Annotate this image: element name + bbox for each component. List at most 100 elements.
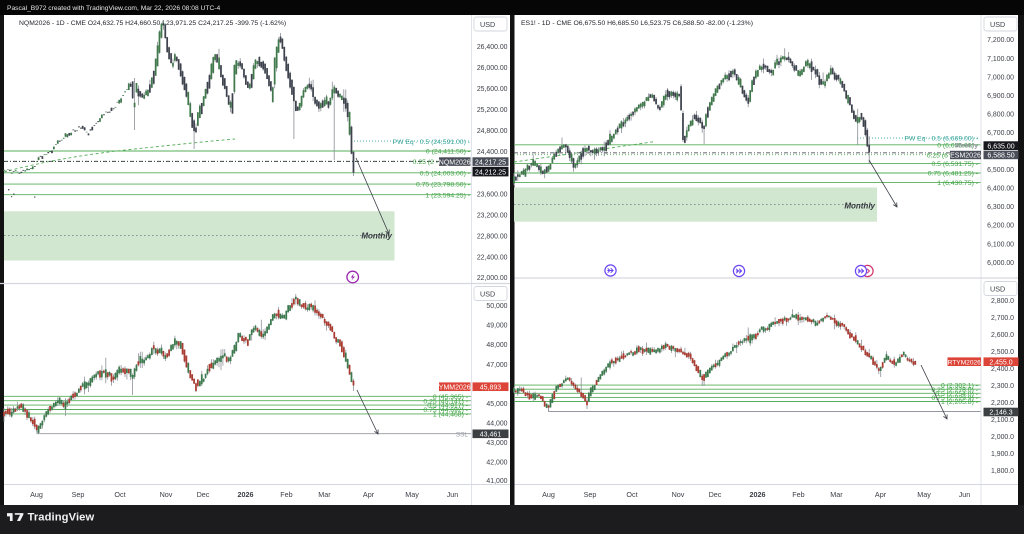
- svg-text:Jun: Jun: [447, 490, 459, 499]
- svg-text:ES1! - 1D - CME O6,675.50 H6: ES1! - 1D - CME O6,675.50 H6,685.50 L6,5…: [521, 20, 753, 27]
- svg-text:2,700.0: 2,700.0: [991, 315, 1014, 322]
- svg-text:2,500.0: 2,500.0: [991, 349, 1014, 356]
- svg-text:Apr: Apr: [875, 490, 887, 499]
- svg-text:ESM2026: ESM2026: [950, 153, 981, 160]
- svg-text:1 (2,205.8) -: 1 (2,205.8) -: [941, 399, 978, 406]
- svg-text:PW Eq · 0.5 (6,669.00) -: PW Eq · 0.5 (6,669.00) -: [904, 136, 978, 143]
- svg-text:26,400.00: 26,400.00: [477, 44, 508, 51]
- svg-text:22,800.00: 22,800.00: [477, 233, 508, 240]
- svg-text:Weekly: Weekly: [955, 142, 979, 149]
- svg-text:50,000: 50,000: [486, 303, 507, 310]
- svg-text:RTYM2026: RTYM2026: [948, 359, 982, 366]
- svg-text:7,100.00: 7,100.00: [987, 56, 1014, 63]
- svg-text:Feb: Feb: [792, 490, 804, 499]
- svg-text:2,455.0: 2,455.0: [989, 359, 1012, 366]
- svg-text:22,000.00: 22,000.00: [477, 275, 508, 282]
- svg-text:45,000: 45,000: [486, 401, 507, 408]
- svg-text:TradingView: TradingView: [28, 511, 95, 523]
- svg-text:1 (23,594.25) -: 1 (23,594.25) -: [425, 192, 470, 199]
- svg-text:43,000: 43,000: [486, 440, 507, 447]
- svg-text:Aug: Aug: [542, 490, 555, 499]
- svg-text:49,000: 49,000: [486, 323, 507, 330]
- svg-text:6,400.00: 6,400.00: [987, 186, 1014, 193]
- svg-text:1,800.0: 1,800.0: [991, 468, 1014, 475]
- svg-text:24,212.25: 24,212.25: [475, 169, 506, 176]
- svg-text:0 (45,365) -: 0 (45,365) -: [433, 394, 468, 401]
- svg-text:2,146.3: 2,146.3: [989, 410, 1012, 417]
- svg-text:Sep: Sep: [72, 490, 85, 499]
- svg-text:0.25 (2,278.0) -: 0.25 (2,278.0) -: [932, 387, 978, 394]
- svg-text:NQM2026: NQM2026: [439, 159, 471, 166]
- svg-text:0.5 (2,254.0) -: 0.5 (2,254.0) -: [935, 391, 978, 398]
- svg-text:1,900.0: 1,900.0: [991, 451, 1014, 458]
- svg-text:0.75 (23,798.50) -: 0.75 (23,798.50) -: [416, 182, 470, 189]
- svg-text:24,800.00: 24,800.00: [477, 128, 508, 135]
- svg-text:Feb: Feb: [280, 490, 292, 499]
- svg-text:25,200.00: 25,200.00: [477, 107, 508, 114]
- svg-text:USD: USD: [480, 290, 495, 299]
- svg-text:May: May: [405, 490, 419, 499]
- svg-text:Dec: Dec: [709, 490, 722, 499]
- svg-text:26,000.00: 26,000.00: [477, 65, 508, 72]
- svg-text:2,300.0: 2,300.0: [991, 383, 1014, 390]
- svg-text:Apr: Apr: [363, 490, 375, 499]
- svg-text:45,893: 45,893: [480, 384, 502, 391]
- svg-text:6,100.00: 6,100.00: [987, 241, 1014, 248]
- svg-text:0 (6,635.00) -: 0 (6,635.00) -: [937, 142, 978, 149]
- svg-text:2,800.0: 2,800.0: [991, 298, 1014, 305]
- svg-text:0.75 (2,229.9) -: 0.75 (2,229.9) -: [932, 395, 978, 402]
- svg-text:Jun: Jun: [959, 490, 971, 499]
- svg-text:1 (6,430.75) -: 1 (6,430.75) -: [937, 180, 978, 187]
- svg-text:6,200.00: 6,200.00: [987, 223, 1014, 230]
- svg-text:Monthly: Monthly: [361, 231, 392, 240]
- svg-text:May: May: [917, 490, 931, 499]
- svg-text:Oct: Oct: [626, 490, 637, 499]
- svg-text:48,000: 48,000: [486, 342, 507, 349]
- svg-text:7,000.00: 7,000.00: [987, 74, 1014, 81]
- svg-text:0 (24,411.50) -: 0 (24,411.50) -: [426, 149, 470, 156]
- svg-text:0.25 (6 -: 0.25 (6 -: [927, 152, 952, 159]
- svg-text:Mar: Mar: [318, 490, 331, 499]
- svg-text:6,800.00: 6,800.00: [987, 111, 1014, 118]
- svg-text:6,635.00: 6,635.00: [987, 143, 1014, 150]
- svg-text:Nov: Nov: [672, 490, 685, 499]
- svg-text:6,588.50: 6,588.50: [987, 153, 1014, 160]
- svg-text:0.25 (45,141) -: 0.25 (45,141) -: [423, 398, 468, 405]
- svg-text:47,000: 47,000: [486, 362, 507, 369]
- svg-text:0 (2,302.1) -: 0 (2,302.1) -: [941, 383, 978, 390]
- svg-text:PW Eq · 0.5 (24,591.00) -: PW Eq · 0.5 (24,591.00) -: [393, 139, 470, 146]
- svg-text:2,200.0: 2,200.0: [991, 400, 1014, 407]
- svg-text:2,400.0: 2,400.0: [991, 366, 1014, 373]
- svg-text:6,300.00: 6,300.00: [987, 204, 1014, 211]
- svg-text:23,600.00: 23,600.00: [477, 191, 508, 198]
- svg-text:Monthly: Monthly: [844, 201, 875, 210]
- svg-text:2,000.0: 2,000.0: [991, 434, 1014, 441]
- svg-text:Dec: Dec: [197, 490, 210, 499]
- svg-text:2,100.0: 2,100.0: [991, 417, 1014, 424]
- svg-text:Aug: Aug: [30, 490, 43, 499]
- svg-text:25,600.00: 25,600.00: [477, 86, 508, 93]
- svg-text:2,600.0: 2,600.0: [991, 332, 1014, 339]
- svg-text:43,461: 43,461: [480, 432, 502, 439]
- svg-text:22,400.00: 22,400.00: [477, 254, 508, 261]
- svg-text:0.75 (44,692) -: 0.75 (44,692) -: [423, 407, 468, 414]
- svg-text:Nov: Nov: [160, 490, 173, 499]
- svg-text:NQM2026 - 1D - CME O24,632.75: NQM2026 - 1D - CME O24,632.75 H24,660.50…: [19, 20, 286, 27]
- svg-text:SSL: SSL: [456, 431, 469, 438]
- svg-text:YMM2026: YMM2026: [439, 384, 471, 391]
- svg-text:6,000.00: 6,000.00: [987, 260, 1014, 267]
- svg-text:24,217.25: 24,217.25: [475, 159, 506, 166]
- svg-text:6,700.00: 6,700.00: [987, 130, 1014, 137]
- svg-text:6,500.00: 6,500.00: [987, 167, 1014, 174]
- svg-text:2026: 2026: [238, 490, 254, 499]
- svg-text:0.5 (24,003.00) -: 0.5 (24,003.00) -: [420, 170, 470, 177]
- svg-text:1 (44,468) -: 1 (44,468) -: [433, 412, 468, 419]
- svg-text:41,000: 41,000: [486, 478, 507, 485]
- svg-text:Sep: Sep: [584, 490, 597, 499]
- svg-text:Oct: Oct: [114, 490, 125, 499]
- svg-text:44,000: 44,000: [486, 421, 507, 428]
- svg-text:0.5 (44,917) -: 0.5 (44,917) -: [427, 403, 468, 410]
- svg-text:6,900.00: 6,900.00: [987, 93, 1014, 100]
- svg-text:USD: USD: [990, 20, 1005, 29]
- svg-text:0.75 (6,481.25) -: 0.75 (6,481.25) -: [928, 171, 978, 178]
